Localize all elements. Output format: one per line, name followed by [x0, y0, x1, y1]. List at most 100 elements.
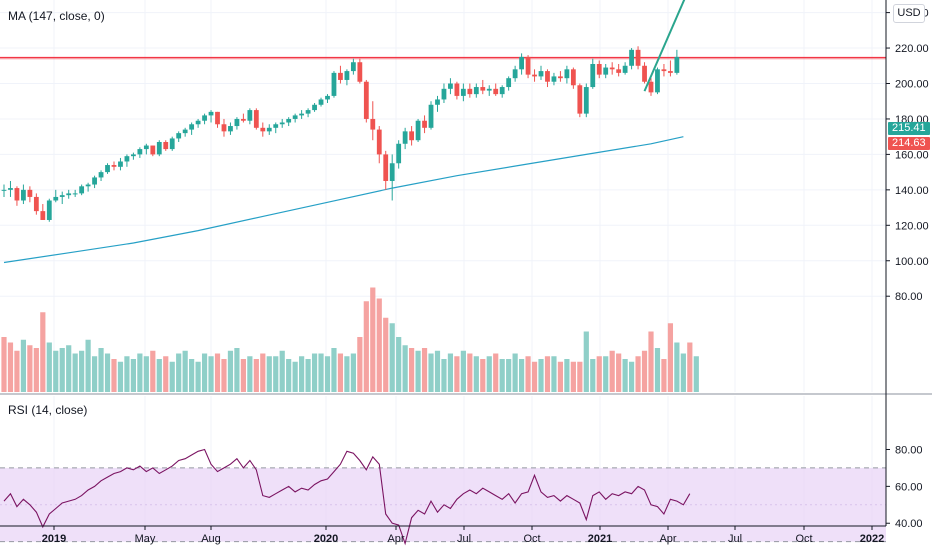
- price-tick-label: 100.00: [895, 256, 929, 268]
- volume-bar: [337, 353, 344, 392]
- candle-body: [402, 131, 408, 144]
- volume-bar: [350, 353, 356, 392]
- candle-body: [428, 104, 434, 128]
- volume-bar: [104, 353, 111, 392]
- candle: [596, 60, 602, 79]
- candle-body: [422, 120, 427, 128]
- candle-body: [344, 71, 350, 80]
- volume-bar: [441, 359, 447, 392]
- currency-button[interactable]: USD: [893, 4, 925, 23]
- candle: [389, 154, 395, 201]
- volume-bar: [40, 312, 46, 392]
- volume-bar: [596, 356, 602, 392]
- volume-bar: [544, 356, 551, 392]
- candle: [551, 72, 557, 86]
- candle-body: [350, 62, 356, 72]
- candle: [260, 122, 266, 137]
- trend-line[interactable]: [643, 0, 694, 92]
- volume-bar: [551, 356, 557, 392]
- volume-bar: [33, 348, 39, 392]
- candle: [286, 117, 292, 127]
- time-tick-label: Oct: [523, 533, 540, 545]
- candle-body: [305, 110, 311, 114]
- candle: [467, 83, 473, 98]
- candle-body: [370, 118, 376, 130]
- candle: [661, 64, 667, 77]
- candle-body: [85, 184, 91, 187]
- candle-body: [609, 67, 615, 70]
- candle-body: [648, 81, 654, 93]
- volume-bar: [53, 350, 59, 392]
- candle-body: [79, 186, 85, 194]
- time-axis[interactable]: 2019 May Aug 2020 Apr Jul Oct 2021 Apr Jul Oct 2022: [42, 526, 884, 545]
- volume-bar: [409, 348, 415, 392]
- horizontal-line-alert[interactable]: [0, 56, 886, 60]
- volume-bar: [493, 353, 499, 392]
- candle: [570, 67, 576, 89]
- volume-bar: [577, 361, 583, 392]
- candle-body: [228, 126, 233, 132]
- rsi-indicator-legend[interactable]: RSI (14, close): [8, 403, 88, 417]
- candle-body: [532, 74, 537, 77]
- rsi-axis[interactable]: 40.00 60.00 80.00: [886, 444, 923, 530]
- price-axis[interactable]: 80.00100.00120.00140.00160.00180.00200.0…: [886, 0, 929, 303]
- candle: [402, 127, 408, 150]
- volume-bar: [680, 353, 686, 392]
- candle: [176, 131, 182, 142]
- candle: [648, 78, 654, 96]
- volume-bar: [648, 331, 654, 392]
- candle: [338, 65, 343, 84]
- candle-body: [195, 120, 201, 125]
- candle-body: [338, 72, 343, 80]
- volume-bar: [628, 361, 635, 392]
- candle: [150, 145, 156, 157]
- candle: [454, 81, 460, 100]
- candle: [532, 69, 537, 82]
- ma-indicator-legend[interactable]: MA (147, close, 0): [8, 9, 105, 23]
- candle: [163, 140, 169, 151]
- volume-bar: [389, 323, 395, 392]
- candle-body: [8, 188, 13, 190]
- candle: [53, 189, 59, 203]
- time-tick-label: Oct: [795, 533, 812, 545]
- candle: [98, 170, 104, 181]
- candle-body: [448, 83, 453, 89]
- volume-bar: [201, 353, 208, 392]
- volume-bar: [286, 359, 292, 392]
- candle-body: [415, 120, 421, 141]
- candle: [590, 58, 596, 89]
- candle-body: [519, 56, 524, 70]
- volume-bar: [234, 348, 240, 392]
- candle: [279, 118, 285, 128]
- volume-bar: [531, 361, 538, 392]
- candle: [111, 161, 117, 171]
- time-tick-label: Jul: [457, 533, 471, 545]
- volume-bar: [305, 359, 311, 392]
- candle: [350, 58, 356, 75]
- volume-bar: [480, 359, 486, 392]
- rsi-tick-label: 80.00: [895, 444, 923, 456]
- candle-body: [525, 56, 531, 75]
- volume-bar: [661, 359, 667, 392]
- volume-bar: [344, 356, 350, 392]
- volume-bar: [208, 356, 214, 392]
- volume-bar: [434, 350, 441, 392]
- candle: [441, 83, 447, 103]
- volume-bar: [667, 323, 674, 392]
- volume-bar: [195, 361, 201, 392]
- candle-body: [66, 193, 72, 196]
- volume-bar: [20, 339, 27, 392]
- candle-body: [480, 87, 486, 91]
- candle: [655, 67, 660, 95]
- candle: [577, 83, 583, 118]
- volume-bar: [609, 350, 615, 392]
- volume-bar: [150, 350, 156, 392]
- volume-bar: [603, 356, 609, 392]
- candle: [473, 83, 479, 98]
- volume-bar: [635, 356, 641, 392]
- candles: [1, 46, 680, 222]
- candle: [273, 122, 279, 134]
- candle: [131, 152, 136, 160]
- volume-bar: [273, 356, 279, 392]
